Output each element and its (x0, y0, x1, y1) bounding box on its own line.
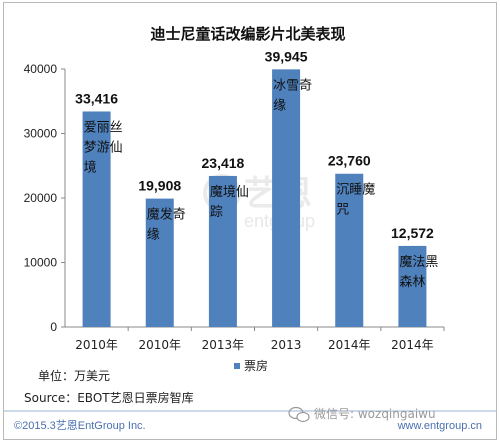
x-category-label: 2014年 (328, 338, 371, 352)
legend-label: 票房 (244, 358, 268, 373)
legend-swatch (234, 363, 240, 369)
bars: 33,416 爱丽丝梦游仙境 19,908 魔发奇缘 23,418 魔境仙踪 39,945 冰… (75, 48, 438, 328)
x-category-label: 2010年 (138, 338, 181, 352)
y-tick-label: 10000 (24, 256, 58, 270)
bar (82, 111, 111, 327)
y-tick-label: 0 (50, 320, 57, 334)
x-axis-categories: 2010年 2010年 2013年 2013 2014年 2014年 (75, 327, 445, 352)
film-label: 魔法黑森林 (399, 255, 438, 290)
x-category-label: 2010年 (75, 338, 118, 352)
legend: 票房 (234, 358, 268, 373)
value-label: 23,760 (328, 153, 371, 169)
film-label: 爱丽丝梦游仙境 (84, 120, 123, 175)
film-label: 魔境仙踪 (210, 185, 249, 220)
bar-chart: 迪士尼童话改编影片北美表现 艺恩 entgroup 01000020000300… (4, 25, 496, 432)
bar (145, 198, 174, 327)
footer-copyright: ©2015.3艺恩EntGroup Inc. (14, 419, 146, 432)
film-label: 魔发奇缘 (147, 207, 186, 243)
source-note: Source：EBOT艺恩日票房智库 (24, 390, 194, 405)
y-tick-label: 20000 (24, 191, 58, 205)
value-label: 23,418 (202, 155, 245, 171)
value-label: 19,908 (138, 178, 181, 194)
x-category-label: 2014年 (391, 338, 434, 352)
film-label: 冰雪奇缘 (273, 77, 312, 113)
value-label: 12,572 (391, 225, 434, 241)
bar (208, 175, 237, 327)
unit-note: 单位：万美元 (38, 368, 110, 383)
y-tick-label: 30000 (24, 127, 58, 141)
value-label: 39,945 (265, 48, 308, 64)
wechat-watermark: 微信号: wozqingaiwu (288, 406, 436, 423)
y-axis-ticks: 0 10000 20000 30000 40000 (24, 62, 65, 334)
footer-website: www.entgroup.cn (397, 420, 482, 432)
film-label: 沉睡魔咒 (336, 183, 375, 218)
wechat-icon (288, 406, 310, 423)
x-category-label: 2013年 (202, 338, 245, 352)
bar (335, 173, 364, 327)
bar (398, 245, 427, 327)
wechat-id: 微信号: wozqingaiwu (314, 407, 436, 421)
chart-frame: 迪士尼童话改编影片北美表现 艺恩 entgroup 01000020000300… (3, 2, 497, 440)
x-category-label: 2013 (271, 338, 302, 352)
bar (272, 69, 301, 328)
y-tick-label: 40000 (24, 62, 58, 76)
chart-title: 迪士尼童话改编影片北美表现 (150, 25, 345, 43)
value-label: 33,416 (75, 90, 118, 106)
